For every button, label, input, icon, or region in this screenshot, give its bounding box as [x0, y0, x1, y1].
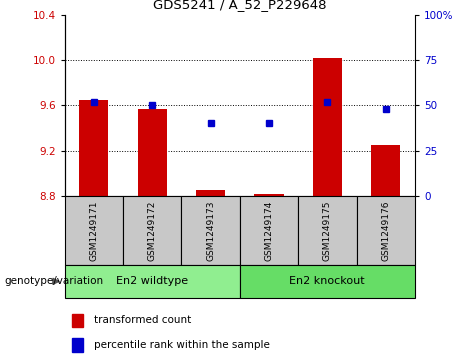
- Text: GSM1249174: GSM1249174: [265, 200, 273, 261]
- Text: GSM1249171: GSM1249171: [89, 200, 98, 261]
- Bar: [254, 194, 284, 196]
- Text: transformed count: transformed count: [94, 315, 191, 325]
- Bar: [298, 196, 356, 265]
- Text: En2 wildtype: En2 wildtype: [116, 276, 188, 286]
- Bar: [123, 196, 181, 265]
- Bar: [196, 190, 225, 196]
- Bar: [313, 58, 342, 196]
- Bar: [79, 99, 108, 196]
- Text: En2 knockout: En2 knockout: [290, 276, 365, 286]
- Text: GSM1249176: GSM1249176: [381, 200, 390, 261]
- Bar: [71, 338, 83, 352]
- Text: percentile rank within the sample: percentile rank within the sample: [94, 340, 270, 350]
- Bar: [240, 265, 415, 298]
- Bar: [65, 196, 123, 265]
- Bar: [356, 196, 415, 265]
- Bar: [181, 196, 240, 265]
- Bar: [240, 196, 298, 265]
- Text: GSM1249173: GSM1249173: [206, 200, 215, 261]
- Text: genotype/variation: genotype/variation: [5, 276, 104, 286]
- Bar: [371, 145, 400, 196]
- Bar: [137, 109, 167, 196]
- Text: GSM1249175: GSM1249175: [323, 200, 332, 261]
- Text: GSM1249172: GSM1249172: [148, 200, 157, 261]
- Title: GDS5241 / A_52_P229648: GDS5241 / A_52_P229648: [153, 0, 326, 11]
- Bar: [71, 314, 83, 327]
- Bar: [65, 265, 240, 298]
